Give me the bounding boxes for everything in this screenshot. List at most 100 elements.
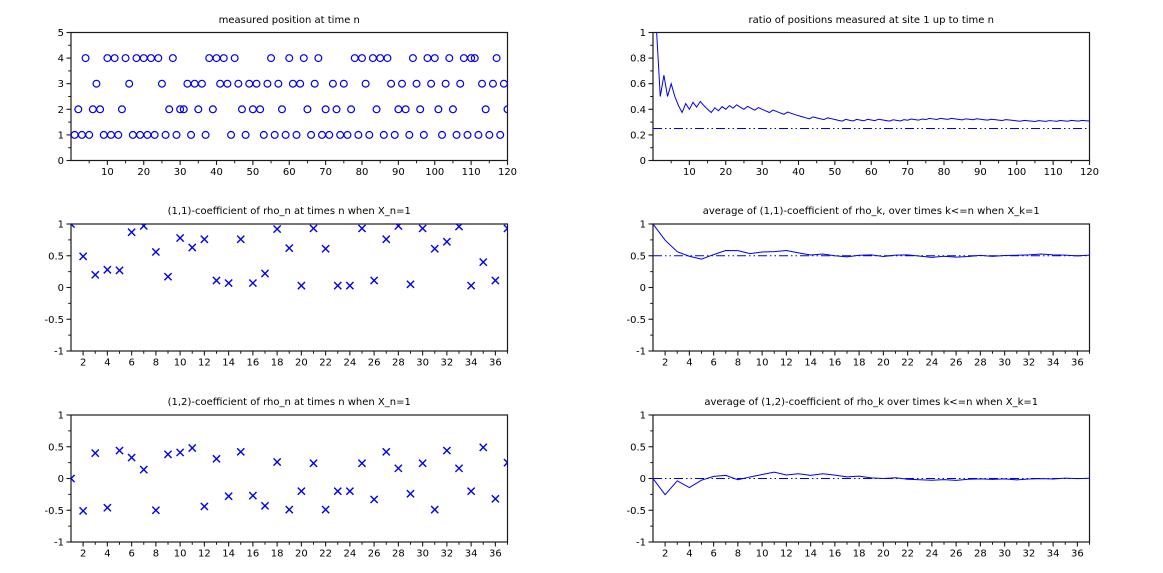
svg-text:-1: -1	[636, 347, 646, 358]
chart-title-rho11: (1,1)-coefficient of rho_n at times n wh…	[167, 206, 411, 217]
svg-text:0.8: 0.8	[630, 54, 646, 65]
svg-text:-1: -1	[54, 538, 64, 549]
svg-text:20: 20	[295, 358, 308, 369]
svg-text:6: 6	[710, 549, 716, 560]
svg-text:28: 28	[974, 549, 987, 560]
svg-text:12: 12	[780, 549, 793, 560]
svg-text:80: 80	[938, 167, 951, 178]
svg-text:22: 22	[901, 358, 914, 369]
svg-text:10: 10	[756, 549, 769, 560]
svg-text:12: 12	[198, 358, 211, 369]
chart-title-rho11-average: average of (1,1)-coefficient of rho_k, o…	[702, 206, 1040, 217]
svg-text:1: 1	[58, 411, 64, 422]
svg-text:-1: -1	[636, 538, 646, 549]
svg-text:0: 0	[58, 283, 64, 294]
svg-text:22: 22	[319, 549, 332, 560]
svg-text:24: 24	[344, 549, 357, 560]
svg-text:6: 6	[710, 358, 716, 369]
svg-text:90: 90	[392, 167, 405, 178]
svg-text:34: 34	[1047, 549, 1060, 560]
svg-text:4: 4	[58, 54, 64, 65]
svg-text:26: 26	[950, 549, 963, 560]
svg-text:14: 14	[222, 549, 235, 560]
svg-text:28: 28	[974, 358, 987, 369]
svg-text:28: 28	[392, 358, 405, 369]
svg-text:32: 32	[441, 358, 454, 369]
svg-text:6: 6	[128, 358, 134, 369]
svg-text:-0.5: -0.5	[44, 506, 64, 517]
svg-text:28: 28	[392, 549, 405, 560]
svg-text:10: 10	[174, 358, 187, 369]
svg-text:18: 18	[853, 358, 866, 369]
svg-text:14: 14	[804, 358, 817, 369]
svg-text:4: 4	[686, 549, 692, 560]
svg-text:16: 16	[247, 358, 260, 369]
svg-text:32: 32	[441, 549, 454, 560]
svg-text:-1: -1	[54, 347, 64, 358]
svg-text:10: 10	[756, 358, 769, 369]
svg-text:8: 8	[153, 358, 159, 369]
svg-text:30: 30	[174, 167, 187, 178]
svg-text:26: 26	[950, 358, 963, 369]
svg-text:24: 24	[344, 358, 357, 369]
svg-text:2: 2	[80, 358, 86, 369]
svg-text:36: 36	[1071, 549, 1084, 560]
svg-text:18: 18	[271, 549, 284, 560]
chart-title-positions: measured position at time n	[218, 15, 360, 26]
svg-text:30: 30	[416, 358, 429, 369]
chart-title-rho12: (1,2)-coefficient of rho_n at times n wh…	[167, 397, 411, 408]
svg-text:32: 32	[1023, 358, 1036, 369]
svg-text:36: 36	[489, 549, 502, 560]
svg-text:22: 22	[901, 549, 914, 560]
svg-text:-0.5: -0.5	[626, 506, 646, 517]
chart-title-rho12-average: average of (1,2)-coefficient of rho_k ov…	[704, 397, 1039, 408]
svg-text:4: 4	[104, 549, 110, 560]
svg-text:34: 34	[465, 358, 478, 369]
svg-text:8: 8	[735, 358, 741, 369]
svg-text:34: 34	[1047, 358, 1060, 369]
svg-text:4: 4	[686, 358, 692, 369]
svg-text:1: 1	[640, 220, 646, 231]
svg-text:3: 3	[58, 79, 64, 90]
svg-text:0.5: 0.5	[48, 251, 64, 262]
svg-text:-0.5: -0.5	[626, 315, 646, 326]
svg-text:32: 32	[1023, 549, 1036, 560]
svg-text:0.5: 0.5	[630, 251, 646, 262]
svg-text:18: 18	[853, 549, 866, 560]
svg-text:10: 10	[683, 167, 696, 178]
svg-text:0: 0	[640, 283, 646, 294]
svg-text:1: 1	[640, 411, 646, 422]
svg-text:0: 0	[58, 474, 64, 485]
svg-text:26: 26	[368, 549, 381, 560]
svg-text:40: 40	[792, 167, 805, 178]
svg-text:8: 8	[153, 549, 159, 560]
svg-text:20: 20	[137, 167, 150, 178]
svg-text:70: 70	[319, 167, 332, 178]
svg-text:1: 1	[58, 130, 64, 141]
svg-text:12: 12	[780, 358, 793, 369]
svg-text:36: 36	[489, 358, 502, 369]
svg-text:34: 34	[465, 549, 478, 560]
svg-text:10: 10	[101, 167, 114, 178]
svg-text:4: 4	[104, 358, 110, 369]
svg-text:0: 0	[58, 156, 64, 167]
svg-text:100: 100	[1007, 167, 1026, 178]
svg-text:16: 16	[829, 549, 842, 560]
svg-text:0.4: 0.4	[630, 105, 646, 116]
svg-text:20: 20	[719, 167, 732, 178]
svg-text:20: 20	[877, 549, 890, 560]
svg-text:0.5: 0.5	[630, 442, 646, 453]
svg-text:5: 5	[58, 28, 64, 39]
svg-text:16: 16	[829, 358, 842, 369]
svg-text:0: 0	[640, 474, 646, 485]
svg-text:0.6: 0.6	[630, 79, 646, 90]
svg-text:24: 24	[926, 358, 939, 369]
svg-text:60: 60	[283, 167, 296, 178]
svg-text:2: 2	[662, 549, 668, 560]
svg-text:80: 80	[356, 167, 369, 178]
svg-text:22: 22	[319, 358, 332, 369]
svg-text:1: 1	[58, 220, 64, 231]
svg-text:18: 18	[271, 358, 284, 369]
